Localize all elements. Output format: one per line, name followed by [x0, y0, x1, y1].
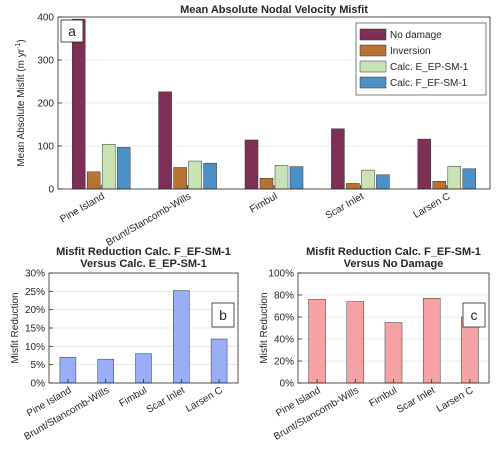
y-axis-label: Mean Absolute Misfit (m yr-1) — [15, 39, 27, 166]
x-tick-label: Larsen C — [435, 385, 476, 415]
x-tick-label: Larsen C — [184, 385, 225, 415]
x-tick-label: Scar Inlet — [395, 385, 437, 416]
panel-letter: c — [471, 307, 478, 323]
y-tick-label: 25% — [25, 287, 45, 298]
y-axis-label: Misfit Reduction — [259, 292, 270, 363]
plot-frame — [57, 16, 491, 190]
chart-title-line: Versus No Damage — [344, 258, 444, 270]
bar — [308, 299, 326, 384]
panel-letter-box — [211, 302, 235, 328]
bar-calc-f-ef-sm-1 — [116, 147, 131, 190]
chart-title-line: Misfit Reduction Calc. F_EF-SM-1 — [56, 246, 231, 258]
bar-no-damage — [417, 138, 432, 190]
y-tick-label: 0% — [280, 379, 295, 390]
bar-calc-f-ef-sm-1 — [376, 174, 390, 190]
y-tick-label: 200 — [37, 99, 54, 110]
bar — [346, 301, 365, 384]
chart-b: 0%5%10%15%20%25%30%Pine IslandBrunt/Stan… — [10, 246, 239, 443]
bar-inversion — [259, 178, 274, 190]
legend-swatch — [359, 76, 387, 89]
bar-calc-f-ef-sm-1 — [462, 168, 477, 190]
y-tick-label: 15% — [25, 324, 45, 335]
y-axis-label-end: ) — [16, 39, 27, 42]
y-tick-label: 30% — [25, 269, 45, 280]
bar-calc-f-ef-sm-1 — [289, 166, 304, 190]
panel-letter-box — [60, 19, 84, 43]
bar-inversion — [346, 183, 360, 190]
y-tick-label: 0% — [31, 379, 46, 390]
legend-label: Inversion — [390, 46, 431, 57]
chart-a: 0 100 200 300 400 Pine IslandBrunt/Stancomb-W… — [15, 4, 491, 249]
bar-inversion — [86, 171, 101, 190]
x-tick-label: Pine Island — [58, 191, 106, 225]
y-axis-label-sup: -1 — [15, 43, 22, 49]
x-tick-label: Scar Inlet — [145, 385, 187, 416]
bar — [173, 290, 190, 384]
panel-letter-box — [462, 302, 486, 328]
bar-no-damage — [244, 139, 259, 190]
y-tick-label: 60% — [274, 313, 294, 324]
y-tick-label: 100 — [37, 142, 54, 153]
legend-swatch — [359, 44, 387, 57]
legend: No damage Inversion Calc. E_EP-SM-1 Calc. F… — [355, 22, 487, 96]
panel-letter: b — [219, 307, 227, 323]
x-tick-label: Brunt/Stancomb-Wills — [104, 191, 193, 249]
chart-c: 0%20%40%60%80%100%Pine IslandBrunt/Stanc… — [259, 246, 490, 443]
y-axis-label-main: Mean Absolute Misfit (m yr — [16, 48, 27, 166]
x-tick-label: Scar Inlet — [324, 191, 366, 222]
bar-calc-e-ep-sm-1 — [188, 160, 202, 190]
y-tick-label: 80% — [274, 291, 294, 302]
y-tick-label: 40% — [274, 335, 294, 346]
chart-title-line: Misfit Reduction Calc. F_EF-SM-1 — [306, 246, 481, 258]
bar — [384, 322, 403, 384]
bar — [422, 298, 441, 384]
bar-calc-e-ep-sm-1 — [101, 144, 116, 190]
legend-label: Calc. E_EP-SM-1 — [390, 62, 469, 73]
plot-frame — [48, 272, 239, 384]
y-tick-label: 20% — [274, 357, 294, 368]
x-tick-label: Larsen C — [412, 191, 453, 221]
y-tick-label: 5% — [31, 360, 46, 371]
bar-calc-e-ep-sm-1 — [447, 165, 462, 190]
bar-inversion — [173, 167, 187, 190]
legend-swatch — [359, 60, 387, 73]
plot-frame — [297, 272, 490, 384]
y-axis-label: Misfit Reduction — [10, 292, 21, 363]
legend-label: No damage — [390, 30, 442, 41]
panel-letter: a — [68, 23, 76, 39]
chart-title: Mean Absolute Nodal Velocity Misfit — [180, 4, 368, 16]
bar-no-damage — [331, 128, 345, 190]
bar — [210, 338, 228, 384]
bar-calc-f-ef-sm-1 — [203, 162, 217, 190]
y-tick-label: 20% — [25, 305, 45, 316]
y-tick-label: 0 — [48, 185, 54, 196]
bar-calc-e-ep-sm-1 — [274, 165, 289, 190]
y-tick-label: 300 — [37, 56, 54, 67]
bar-calc-e-ep-sm-1 — [361, 169, 375, 190]
bar — [135, 353, 152, 384]
legend-label: Calc. F_EF-SM-1 — [390, 78, 468, 89]
bar-no-damage — [158, 91, 172, 190]
y-tick-label: 400 — [37, 13, 54, 24]
bar-inversion — [432, 181, 447, 190]
y-tick-label: 10% — [25, 342, 45, 353]
chart-title-line: Versus Calc. E_EP-SM-1 — [80, 258, 207, 270]
bar-no-damage — [71, 18, 86, 190]
x-tick-label: Fimbul — [248, 191, 279, 216]
legend-swatch — [359, 28, 387, 41]
y-tick-label: 100% — [268, 269, 294, 280]
